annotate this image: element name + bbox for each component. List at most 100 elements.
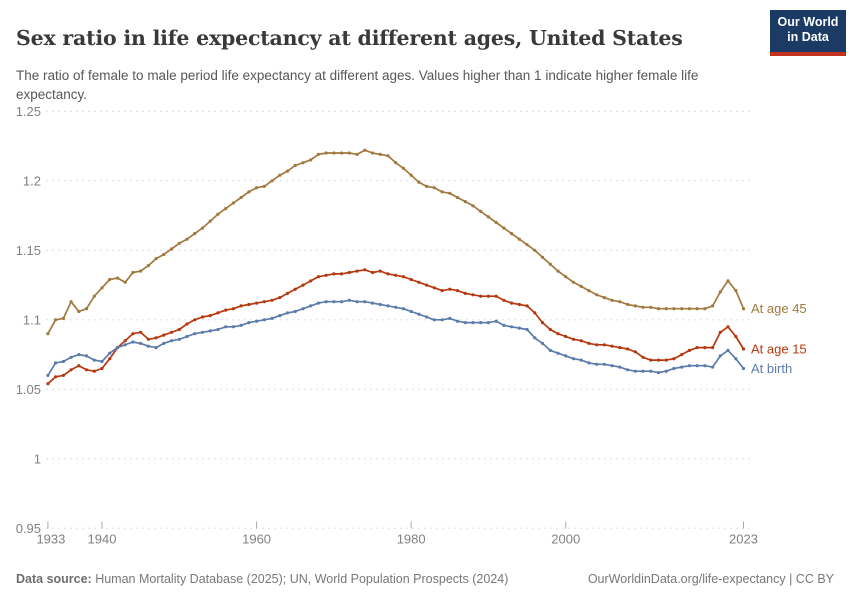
y-tick-label: 1.15 <box>16 243 41 258</box>
data-point <box>610 364 614 368</box>
data-point <box>200 330 205 334</box>
data-point <box>718 354 722 358</box>
data-point <box>695 346 699 350</box>
data-point <box>309 304 313 308</box>
data-point <box>595 293 599 297</box>
data-point <box>649 369 653 373</box>
data-point <box>108 277 112 282</box>
data-point <box>316 275 320 279</box>
data-point <box>162 252 166 257</box>
data-point <box>139 330 143 334</box>
data-point <box>231 307 235 311</box>
data-point <box>131 270 135 275</box>
data-point <box>46 382 50 386</box>
data-point <box>378 269 382 273</box>
data-point <box>100 359 104 364</box>
data-point <box>741 366 746 371</box>
data-point <box>510 301 514 305</box>
data-point <box>517 302 522 307</box>
data-point <box>525 243 529 247</box>
data-point <box>571 280 576 284</box>
data-point <box>571 337 576 341</box>
data-point <box>595 343 599 347</box>
data-point <box>84 354 89 358</box>
y-tick-label: 1.2 <box>23 173 41 188</box>
owid-link[interactable]: OurWorldinData.org/life-expectancy | CC … <box>587 572 834 586</box>
data-point <box>69 300 73 304</box>
data-point <box>332 151 336 155</box>
data-point <box>324 273 328 277</box>
data-point <box>84 307 89 311</box>
data-point <box>533 311 537 315</box>
data-point <box>92 358 96 362</box>
data-point <box>285 291 290 295</box>
data-point <box>432 186 436 190</box>
data-point <box>61 359 65 364</box>
data-point <box>633 350 637 354</box>
data-point <box>579 284 583 288</box>
data-point <box>726 348 730 352</box>
data-point <box>370 301 375 305</box>
data-point <box>734 357 738 361</box>
data-point <box>394 161 398 165</box>
owid-logo-line1: Our World <box>777 15 839 29</box>
data-point <box>471 293 475 297</box>
data-point <box>224 207 228 211</box>
y-tick-label: 1 <box>34 451 41 466</box>
data-point <box>293 163 297 168</box>
data-point <box>239 195 243 200</box>
data-point <box>695 364 699 368</box>
data-point <box>618 300 622 304</box>
data-point <box>471 321 475 325</box>
data-point <box>309 158 313 162</box>
data-point <box>262 300 266 304</box>
data-point <box>711 346 715 350</box>
data-point <box>579 358 583 362</box>
data-point <box>602 296 607 300</box>
data-point <box>123 339 127 343</box>
data-point <box>564 334 568 339</box>
data-point <box>340 151 344 155</box>
data-point <box>633 304 637 308</box>
data-point <box>626 347 630 351</box>
data-point <box>193 232 197 236</box>
data-point <box>131 340 135 344</box>
data-point <box>293 287 297 291</box>
data-point <box>262 318 266 322</box>
data-point <box>626 368 630 372</box>
series-line-at-age-15 <box>47 268 745 385</box>
data-point <box>154 346 158 350</box>
data-point <box>162 341 166 345</box>
data-point <box>92 294 96 298</box>
data-point <box>61 373 65 377</box>
data-point <box>494 319 498 323</box>
data-point <box>548 262 552 266</box>
data-point <box>502 226 506 230</box>
data-point <box>656 358 661 362</box>
data-point <box>425 283 429 287</box>
data-point <box>602 343 607 347</box>
data-point <box>92 369 96 373</box>
data-point <box>409 173 413 177</box>
data-point <box>139 269 143 273</box>
data-point <box>146 344 150 348</box>
data-point <box>703 364 707 368</box>
x-tick-label: 1933 <box>36 532 65 547</box>
data-point <box>618 365 622 369</box>
data-point <box>556 351 560 355</box>
data-point <box>556 332 560 336</box>
data-point <box>401 275 405 279</box>
data-point <box>595 362 599 366</box>
data-point <box>726 279 730 283</box>
data-point <box>664 307 668 311</box>
data-point <box>672 366 676 371</box>
data-point <box>177 327 181 332</box>
series-label-at-age-45: At age 45 <box>751 301 807 316</box>
data-point <box>77 309 81 314</box>
data-point <box>154 257 158 261</box>
data-point <box>448 316 452 320</box>
data-point <box>649 305 653 309</box>
data-point <box>602 362 607 366</box>
data-point <box>394 305 398 309</box>
data-point <box>185 334 189 339</box>
